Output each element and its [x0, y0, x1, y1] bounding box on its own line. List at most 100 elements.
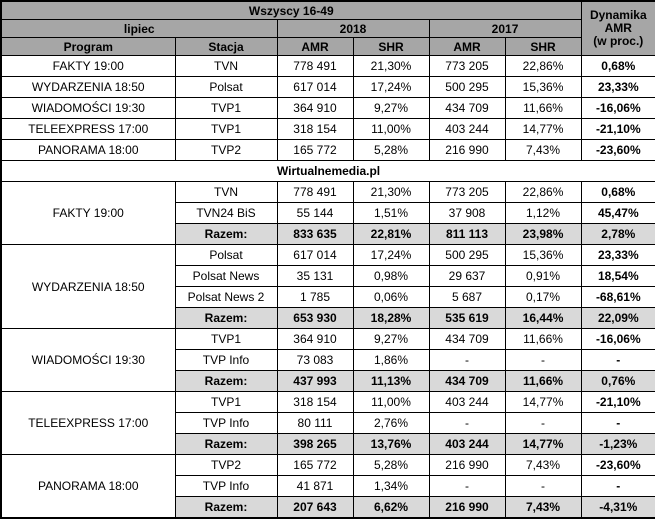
total-row: Razem: 437 993 11,13% 434 709 11,66% 0,76%	[1, 370, 655, 392]
value-cell: 17,24%	[352, 244, 430, 266]
value-cell: 14,77%	[504, 391, 582, 413]
value-cell: -	[428, 349, 506, 371]
source-row: Wirtualnemedia.pl	[0, 160, 655, 182]
value-cell: 23,98%	[504, 223, 582, 245]
value-cell: 773 205	[428, 181, 506, 203]
value-cell: 80 111	[276, 412, 354, 434]
value-cell: 11,13%	[352, 370, 430, 392]
value-cell: 364 910	[276, 97, 354, 119]
dynamics-cell: -	[580, 412, 655, 434]
dynamics-cell: 18,54%	[580, 265, 655, 287]
value-cell: 403 244	[428, 118, 506, 140]
value-cell: 398 265	[276, 433, 354, 455]
value-cell: 216 990	[428, 496, 506, 519]
dynamics-header: Dynamika AMR (w proc.)	[580, 0, 655, 56]
station-cell: Polsat	[174, 244, 278, 266]
dynamics-cell: -23,60%	[580, 139, 655, 161]
value-cell: 18,28%	[352, 307, 430, 329]
dynamics-cell: -1,23%	[580, 433, 655, 455]
total-label-cell: Razem:	[174, 307, 278, 329]
shr-2018-col-header: SHR	[352, 37, 430, 56]
value-cell: 5,28%	[352, 139, 430, 161]
program-cell: PANORAMA 18:00	[0, 454, 176, 519]
detail-row: TVP Info 80 111 2,76% - - -	[1, 412, 655, 434]
value-cell: 165 772	[276, 139, 354, 161]
value-cell: 0,98%	[352, 265, 430, 287]
dynamics-cell: -4,31%	[580, 496, 655, 519]
value-cell: 434 709	[428, 370, 506, 392]
value-cell: 35 131	[276, 265, 354, 287]
value-cell: 37 908	[428, 202, 506, 224]
station-cell: TVP1	[174, 118, 278, 140]
dynamics-header-line1: Dynamika	[589, 8, 647, 22]
total-label-cell: Razem:	[174, 370, 278, 392]
dynamics-cell: 0,68%	[580, 55, 655, 77]
dynamics-cell: -21,10%	[580, 391, 655, 413]
station-cell: TVP1	[174, 391, 278, 413]
shr-2017-col-header: SHR	[504, 37, 582, 56]
value-cell: 500 295	[428, 244, 506, 266]
summary-row: WYDARZENIA 18:50 Polsat 617 014 17,24% 500 2…	[0, 76, 655, 98]
program-cell: FAKTY 19:00	[0, 55, 176, 77]
value-cell: 318 154	[276, 391, 354, 413]
value-cell: -	[504, 349, 582, 371]
value-cell: 73 083	[276, 349, 354, 371]
station-cell: TVP Info	[174, 475, 278, 497]
station-cell: TVP2	[174, 139, 278, 161]
program-cell: PANORAMA 18:00	[0, 139, 176, 161]
dynamics-cell: -	[580, 475, 655, 497]
value-cell: 318 154	[276, 118, 354, 140]
dynamics-cell: 2,78%	[580, 223, 655, 245]
program-cell: WYDARZENIA 18:50	[0, 244, 176, 329]
dynamics-cell: 22,09%	[580, 307, 655, 329]
summary-row: WIADOMOŚCI 19:30 TVP1 364 910 9,27% 434 709 1…	[0, 97, 655, 119]
station-cell: TVP1	[174, 97, 278, 119]
value-cell: 833 635	[276, 223, 354, 245]
value-cell: 14,77%	[504, 433, 582, 455]
detail-row: TVP Info 73 083 1,86% - - -	[1, 349, 655, 371]
value-cell: 778 491	[276, 55, 354, 77]
value-cell: -	[428, 475, 506, 497]
value-cell: 11,66%	[504, 370, 582, 392]
station-col-header: Stacja	[174, 37, 278, 56]
header-row-years: lipiec 2018 2017	[0, 19, 655, 38]
value-cell: 55 144	[276, 202, 354, 224]
summary-row: PANORAMA 18:00 TVP2 165 772 5,28% 216 990 7,4…	[0, 139, 655, 161]
value-cell: 403 244	[428, 391, 506, 413]
total-row: Razem: 653 930 18,28% 535 619 16,44% 22,09%	[1, 307, 655, 329]
amr-2017-col-header: AMR	[428, 37, 506, 56]
detail-row: WIADOMOŚCI 19:30 TVP1 364 910 9,27% 434 709 1…	[0, 328, 655, 392]
value-cell: 434 709	[428, 97, 506, 119]
value-cell: 22,86%	[504, 55, 582, 77]
dynamics-cell: -16,06%	[580, 97, 655, 119]
detail-row: PANORAMA 18:00 TVP2 165 772 5,28% 216 990 7,4…	[0, 454, 655, 519]
dynamics-header-line3: (w proc.)	[593, 34, 644, 48]
total-label-cell: Razem:	[174, 433, 278, 455]
table-header: Wszyscy 16-49 Dynamika AMR (w proc.) lip…	[0, 0, 655, 56]
value-cell: -	[428, 412, 506, 434]
value-cell: 7,43%	[504, 496, 582, 519]
value-cell: 5,28%	[352, 454, 430, 476]
detail-row: WYDARZENIA 18:50 Polsat 617 014 17,24% 500 2…	[0, 244, 655, 329]
value-cell: 22,86%	[504, 181, 582, 203]
total-label-cell: Razem:	[174, 223, 278, 245]
value-cell: 617 014	[276, 76, 354, 98]
program-col-header: Program	[0, 37, 176, 56]
value-cell: -	[504, 412, 582, 434]
dynamics-cell: 0,76%	[580, 370, 655, 392]
value-cell: 15,36%	[504, 76, 582, 98]
year-2017-header: 2017	[428, 19, 582, 38]
station-cell: TVN24 BiS	[174, 202, 278, 224]
value-cell: 17,24%	[352, 76, 430, 98]
value-cell: 0,17%	[504, 286, 582, 308]
value-cell: 11,66%	[504, 97, 582, 119]
dynamics-cell: -21,10%	[580, 118, 655, 140]
value-cell: 6,62%	[352, 496, 430, 519]
value-cell: 7,43%	[504, 139, 582, 161]
value-cell: 0,91%	[504, 265, 582, 287]
value-cell: 9,27%	[352, 328, 430, 350]
value-cell: 500 295	[428, 76, 506, 98]
year-2018-header: 2018	[276, 19, 430, 38]
